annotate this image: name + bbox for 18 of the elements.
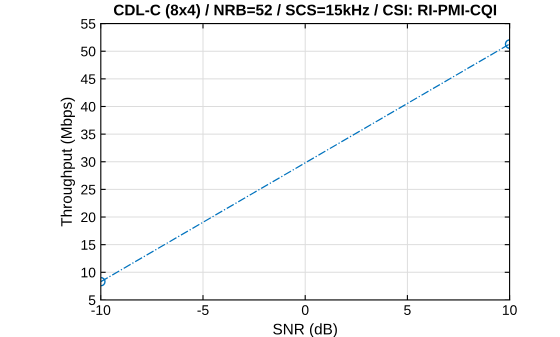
y-tick-label: 50 bbox=[81, 46, 96, 56]
y-tick-label: 20 bbox=[81, 212, 96, 222]
y-tick-label: 45 bbox=[80, 74, 96, 84]
y-tick-label: 30 bbox=[81, 157, 96, 167]
x-tick-label: 5 bbox=[404, 305, 411, 315]
x-tick-label: 0 bbox=[302, 305, 309, 315]
x-tick-label: -10 bbox=[91, 305, 110, 315]
y-tick-label: 5 bbox=[88, 295, 96, 306]
x-tick-label: 10 bbox=[502, 305, 517, 315]
y-tick-label: 15 bbox=[82, 240, 96, 250]
y-tick-label: 25 bbox=[81, 184, 96, 195]
y-tick-label: 10 bbox=[82, 268, 96, 278]
chart-title: CDL-C (8x4) / NRB=52 / SCS=15kHz / CSI: RI-PMI-CQI bbox=[114, 4, 496, 18]
y-axis-title: Throughput (Mbps) bbox=[60, 98, 75, 226]
y-tick-label: 40 bbox=[80, 102, 96, 112]
x-tick-label: -5 bbox=[197, 305, 209, 315]
y-tick-label: 55 bbox=[81, 19, 96, 29]
y-tick-label: 35 bbox=[81, 129, 96, 140]
